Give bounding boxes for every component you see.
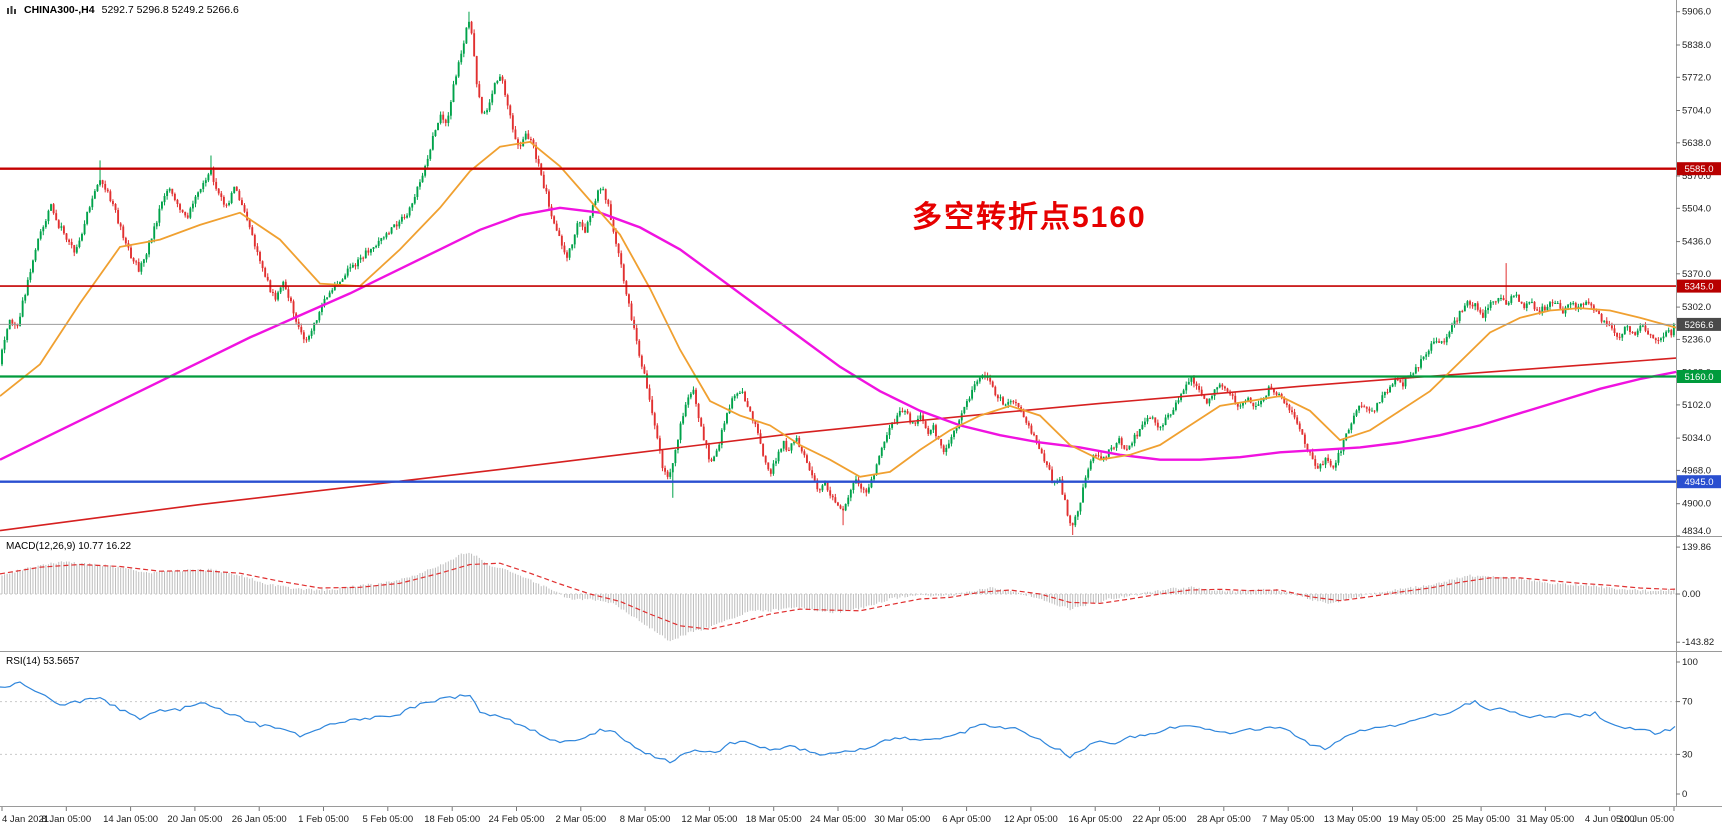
svg-text:5160.0: 5160.0 <box>1684 372 1713 383</box>
svg-text:5102.0: 5102.0 <box>1682 400 1711 411</box>
svg-text:5370.0: 5370.0 <box>1682 269 1711 280</box>
svg-text:70: 70 <box>1682 697 1693 708</box>
svg-text:12 Apr 05:00: 12 Apr 05:00 <box>1004 814 1058 825</box>
svg-text:18 Mar 05:00: 18 Mar 05:00 <box>746 814 802 825</box>
svg-text:0: 0 <box>1682 789 1687 800</box>
svg-text:-143.82: -143.82 <box>1682 637 1714 648</box>
svg-text:31 May 05:00: 31 May 05:00 <box>1517 814 1575 825</box>
svg-text:139.86: 139.86 <box>1682 542 1711 553</box>
svg-text:1 Feb 05:00: 1 Feb 05:00 <box>298 814 349 825</box>
svg-text:8 Mar 05:00: 8 Mar 05:00 <box>620 814 671 825</box>
svg-text:5236.0: 5236.0 <box>1682 334 1711 345</box>
svg-text:5585.0: 5585.0 <box>1684 164 1713 175</box>
price-badge <box>1677 370 1721 383</box>
svg-text:7 May 05:00: 7 May 05:00 <box>1262 814 1314 825</box>
svg-text:5302.0: 5302.0 <box>1682 302 1711 313</box>
main-price-panel[interactable] <box>0 11 1690 535</box>
price-axis[interactable]: 5906.0 5838.0 5772.0 5704.0 5638.0 5570.0 5504… <box>1676 7 1721 800</box>
macd-indicator-label: MACD(12,26,9) 10.77 16.22 <box>6 541 132 552</box>
svg-text:22 Apr 05:00: 22 Apr 05:00 <box>1133 814 1187 825</box>
svg-text:30 Mar 05:00: 30 Mar 05:00 <box>874 814 930 825</box>
svg-text:5570.0: 5570.0 <box>1682 171 1711 182</box>
svg-text:26 Jan 05:00: 26 Jan 05:00 <box>232 814 287 825</box>
svg-text:4 Jan 2021: 4 Jan 2021 <box>2 814 49 825</box>
svg-text:5504.0: 5504.0 <box>1682 203 1711 214</box>
candlesticks <box>1 11 1675 535</box>
svg-text:100: 100 <box>1682 657 1698 668</box>
svg-text:25 May 05:00: 25 May 05:00 <box>1452 814 1510 825</box>
svg-text:0.00: 0.00 <box>1682 589 1701 600</box>
svg-text:6 Apr 05:00: 6 Apr 05:00 <box>942 814 991 825</box>
panel-borders <box>0 0 1722 807</box>
svg-text:24 Mar 05:00: 24 Mar 05:00 <box>810 814 866 825</box>
svg-text:5906.0: 5906.0 <box>1682 7 1711 18</box>
svg-text:5345.0: 5345.0 <box>1684 282 1713 293</box>
svg-text:12 Mar 05:00: 12 Mar 05:00 <box>681 814 737 825</box>
svg-text:30: 30 <box>1682 749 1693 760</box>
svg-text:5 Feb 05:00: 5 Feb 05:00 <box>362 814 413 825</box>
price-badge <box>1677 317 1721 331</box>
svg-text:5772.0: 5772.0 <box>1682 72 1711 83</box>
svg-text:5266.6: 5266.6 <box>1684 320 1713 331</box>
svg-text:14 Jan 05:00: 14 Jan 05:00 <box>103 814 158 825</box>
price-badge <box>1677 475 1721 489</box>
svg-text:4834.0: 4834.0 <box>1682 526 1711 537</box>
svg-text:2 Mar 05:00: 2 Mar 05:00 <box>555 814 606 825</box>
price-badge <box>1677 162 1721 176</box>
horizontal-levels[interactable] <box>0 167 1676 483</box>
rsi-panel[interactable] <box>0 681 1676 764</box>
rsi-indicator-label: RSI(14) 53.5657 <box>6 656 80 667</box>
svg-text:18 Feb 05:00: 18 Feb 05:00 <box>424 814 480 825</box>
svg-text:10 Jun 05:00: 10 Jun 05:00 <box>1619 814 1674 825</box>
ma-fast-orange <box>0 140 1676 478</box>
chart-title-bar: CHINA300-,H4 5292.7 5296.8 5249.2 5266.6 <box>6 4 239 16</box>
svg-text:5638.0: 5638.0 <box>1682 138 1711 149</box>
svg-text:5034.0: 5034.0 <box>1682 433 1711 444</box>
svg-text:4900.0: 4900.0 <box>1682 499 1711 510</box>
chart-symbol-icon <box>6 5 17 16</box>
svg-text:20 Jan 05:00: 20 Jan 05:00 <box>167 814 222 825</box>
svg-text:13 May 05:00: 13 May 05:00 <box>1324 814 1382 825</box>
ma-lines <box>0 140 1676 532</box>
svg-text:4945.0: 4945.0 <box>1684 477 1713 488</box>
svg-text:24 Feb 05:00: 24 Feb 05:00 <box>489 814 545 825</box>
svg-text:4968.0: 4968.0 <box>1682 465 1711 476</box>
svg-text:4 Jun 05:00: 4 Jun 05:00 <box>1585 814 1635 825</box>
ohlc-readout: 5292.7 5296.8 5249.2 5266.6 <box>101 4 239 16</box>
price-badge <box>1677 279 1721 293</box>
macd-signal-line <box>0 562 1676 630</box>
macd-panel[interactable] <box>0 552 1690 642</box>
rsi-line <box>0 681 1676 764</box>
svg-text:8 Jan 05:00: 8 Jan 05:00 <box>41 814 91 825</box>
svg-text:28 Apr 05:00: 28 Apr 05:00 <box>1197 814 1251 825</box>
svg-text:19 May 05:00: 19 May 05:00 <box>1388 814 1446 825</box>
ma-mid-magenta <box>0 206 1676 461</box>
svg-text:5704.0: 5704.0 <box>1682 106 1711 117</box>
annotation-text-object[interactable]: 多空转折点5160 <box>912 201 1147 234</box>
symbol-period-label: CHINA300-,H4 <box>24 4 95 16</box>
svg-text:5838.0: 5838.0 <box>1682 40 1711 51</box>
svg-text:5436.0: 5436.0 <box>1682 237 1711 248</box>
svg-text:16 Apr 05:00: 16 Apr 05:00 <box>1068 814 1122 825</box>
